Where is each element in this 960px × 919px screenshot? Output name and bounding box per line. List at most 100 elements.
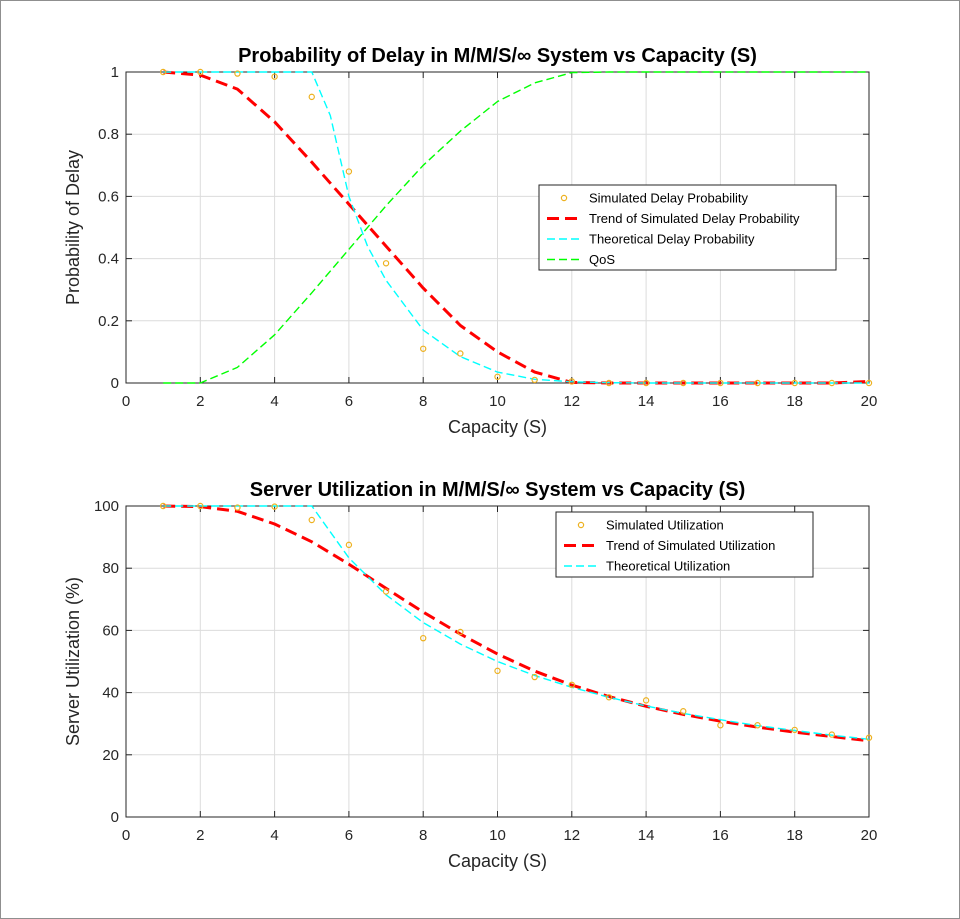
- series-1-point: [159, 502, 167, 510]
- series-1-point: [828, 731, 836, 738]
- y-tick-label: 0.6: [98, 188, 119, 205]
- series-1-point: [680, 379, 687, 387]
- y-tick-label: 60: [102, 622, 119, 639]
- legend-marker: [577, 521, 585, 529]
- y-tick-label: 1: [111, 64, 119, 81]
- series-3-line: [163, 505, 870, 740]
- series-1-point: [568, 378, 576, 385]
- series-1-point: [234, 504, 241, 511]
- legend-label: QoS: [589, 252, 615, 267]
- y-axis-label: Server Utilization (%): [63, 577, 83, 746]
- x-tick-label: 8: [419, 827, 427, 844]
- series-1-point: [271, 503, 278, 510]
- x-tick-label: 20: [861, 393, 878, 410]
- legend: Simulated Delay Probability Trend of Simu…: [538, 184, 837, 271]
- legend: Simulated Utilization Trend of Simulated …: [555, 511, 814, 578]
- legend-label: Theoretical Delay Probability: [589, 232, 755, 247]
- series-1-point: [791, 379, 798, 387]
- series-1-point: [382, 588, 390, 595]
- legend-label: Simulated Delay Probability: [589, 191, 748, 206]
- x-tick-label: 2: [196, 393, 204, 410]
- series-4-line: [163, 71, 869, 384]
- series-1-point: [568, 681, 576, 689]
- series-1-point: [420, 634, 427, 642]
- y-tick-label: 80: [102, 560, 119, 577]
- series-1-point: [308, 93, 315, 101]
- x-tick-label: 14: [638, 827, 655, 844]
- x-tick-label: 4: [270, 393, 278, 410]
- series-1-point: [828, 379, 836, 387]
- series-1-point: [865, 734, 873, 741]
- series-1-point: [531, 673, 538, 681]
- x-axis-label: Capacity (S): [448, 417, 547, 437]
- legend-box: [538, 184, 837, 271]
- series-1-point: [420, 345, 427, 352]
- x-tick-label: 20: [861, 827, 878, 844]
- series-group: [159, 502, 873, 743]
- chart-title: Server Utilization in M/M/S/∞ System vs …: [250, 479, 746, 501]
- series-1-point: [234, 70, 241, 77]
- x-tick-label: 4: [270, 827, 278, 844]
- x-tick-label: 0: [122, 827, 130, 844]
- series-1-point: [642, 379, 650, 387]
- legend-label: Trend of Simulated Utilization: [606, 538, 775, 553]
- y-tick-label: 0: [111, 809, 119, 826]
- y-tick-label: 0.2: [98, 313, 119, 330]
- series-1-point: [159, 68, 167, 76]
- series-1-point: [642, 697, 650, 704]
- y-axis-label: Probability of Delay: [63, 150, 83, 305]
- series-1-point: [680, 708, 687, 715]
- x-tick-label: 10: [489, 827, 506, 844]
- series-1-point: [605, 694, 613, 701]
- y-tick-label: 40: [102, 685, 119, 702]
- y-tick-label: 20: [102, 747, 119, 764]
- series-2-line: [163, 504, 870, 743]
- x-tick-label: 12: [563, 827, 580, 844]
- x-tick-label: 18: [786, 827, 803, 844]
- series-1-point: [382, 260, 390, 267]
- y-tick-label: 0.8: [98, 126, 119, 143]
- x-tick-label: 14: [638, 393, 655, 410]
- x-tick-label: 8: [419, 393, 427, 410]
- series-1-point: [717, 722, 724, 729]
- x-tick-label: 10: [489, 393, 506, 410]
- series-1-point: [345, 168, 353, 175]
- x-tick-label: 0: [122, 393, 130, 410]
- legend-label: Trend of Simulated Delay Probability: [589, 211, 800, 226]
- x-tick-label: 16: [712, 827, 729, 844]
- series-1-point: [754, 722, 761, 729]
- legend-label: Theoretical Utilization: [606, 559, 730, 574]
- x-tick-label: 6: [345, 393, 353, 410]
- series-1-point: [494, 667, 501, 675]
- y-tick-label: 100: [94, 498, 119, 515]
- series-1-point: [308, 516, 315, 524]
- legend-marker: [560, 194, 568, 202]
- x-tick-label: 6: [345, 827, 353, 844]
- y-tick-label: 0: [111, 375, 119, 392]
- series-1-point: [494, 373, 501, 380]
- series-1-point: [531, 376, 538, 384]
- x-axis-label: Capacity (S): [448, 851, 547, 871]
- y-tick-label: 0.4: [98, 251, 119, 268]
- series-1-point: [717, 379, 724, 387]
- x-tick-label: 2: [196, 827, 204, 844]
- series-1-point: [197, 68, 204, 76]
- series-1-point: [345, 541, 353, 549]
- chart-title: Probability of Delay in M/M/S/∞ System v…: [238, 45, 757, 67]
- series-1-point: [457, 350, 464, 357]
- chart-2: 0 2 4 6 8 10 12 14 16 18 20 0 20 40 60 80 100 Server Util…: [63, 479, 877, 871]
- series-1-point: [791, 726, 798, 734]
- x-tick-label: 12: [563, 393, 580, 410]
- legend-label: Simulated Utilization: [606, 518, 724, 533]
- x-tick-label: 18: [786, 393, 803, 410]
- series-1-point: [271, 73, 278, 80]
- series-1-point: [457, 628, 464, 636]
- series-group: [159, 68, 873, 387]
- series-3-line: [163, 71, 869, 384]
- x-tick-label: 16: [712, 393, 729, 410]
- series-1-point: [605, 379, 613, 387]
- series-1-point: [865, 379, 873, 387]
- series-1-point: [197, 502, 204, 510]
